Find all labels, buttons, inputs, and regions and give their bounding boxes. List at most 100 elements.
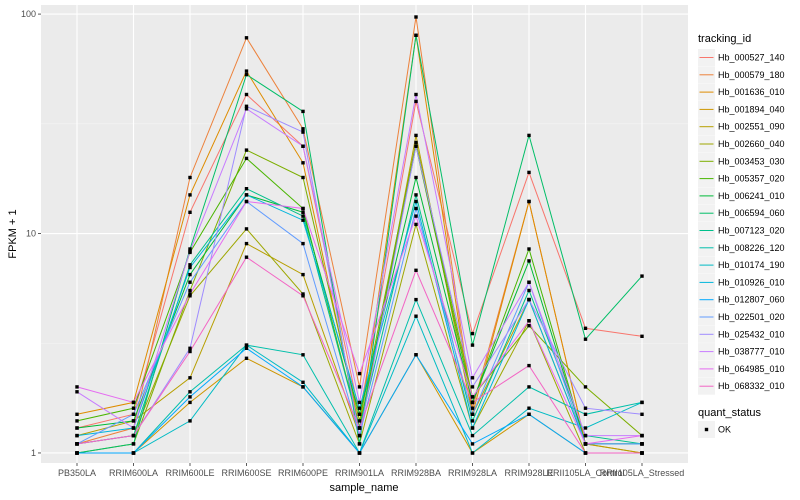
y-tick-label: 100 [21,9,36,19]
data-point [640,400,644,405]
data-point [301,385,305,389]
data-point [640,334,644,338]
data-point [244,36,249,40]
legend-label: Hb_002551_090 [718,122,785,132]
data-point [527,247,531,251]
legend-label: Hb_064985_010 [718,364,785,374]
data-point [301,175,305,180]
legend-label: Hb_007123_020 [718,226,785,236]
legend: tracking_id Hb_000527_140Hb_000579_180Hb… [698,33,785,438]
data-point [527,406,531,410]
legend-label: Hb_001894_040 [718,104,785,114]
data-point [470,419,475,423]
data-point [131,426,136,430]
data-point [414,199,418,204]
data-point [301,272,305,277]
data-point [527,297,531,302]
x-tick-label: RRIM600LE [165,468,214,478]
data-point [188,272,192,277]
data-point [357,419,362,423]
data-point [301,380,305,384]
data-point [75,426,79,430]
legend-label: Hb_005357_020 [718,174,785,184]
data-point [301,109,305,114]
data-point [414,297,418,302]
data-point [470,331,475,336]
x-tick-label: RRIM600LA [109,468,158,478]
legend-label: Hb_010174_190 [718,260,785,270]
legend-label: Hb_010926_010 [718,277,785,287]
data-point [301,161,305,165]
data-point [131,400,136,405]
data-point [301,292,305,296]
data-point [301,210,305,214]
data-point [470,400,475,405]
legend-item: Hb_064985_010 [698,360,785,378]
data-point [357,371,362,376]
data-point [244,343,249,347]
legend-item: Hb_001894_040 [698,100,785,118]
legend-label: Hb_003453_030 [718,156,785,166]
data-point [244,107,249,111]
data-point [640,451,644,455]
data-point [188,349,192,354]
data-point [414,92,418,97]
data-point [75,412,79,416]
data-point [527,412,531,416]
x-axis-title: sample_name [329,482,398,494]
data-point [75,419,79,423]
data-point [188,346,192,350]
data-point [357,385,362,389]
legend-item: Hb_007123_020 [698,222,785,239]
legend-item: Hb_022501_020 [698,308,785,326]
data-point [75,442,79,446]
data-point [188,249,192,253]
data-point [244,241,249,246]
legend-label: Hb_006241_010 [718,191,785,201]
data-point [640,274,644,278]
y-tick-label: 1 [31,448,36,458]
data-point [244,92,249,97]
data-point [414,353,418,357]
legend-item: Hb_038777_010 [698,343,785,361]
y-axis-title: FPKM + 1 [7,209,19,258]
data-point [244,199,249,204]
data-point [244,193,249,197]
data-point [414,99,418,104]
data-point [583,326,588,330]
data-point [583,426,588,430]
data-point [301,130,305,134]
data-point [301,353,305,357]
legend-item: Hb_003453_030 [698,152,785,170]
x-tick-label: RRIM928LA [448,468,497,478]
status-legend-label: OK [718,425,731,435]
legend-item: Hb_002551_090 [698,118,785,136]
data-point [470,451,475,455]
data-point [414,206,418,211]
data-point [414,222,418,227]
data-point [188,395,192,399]
data-point [414,140,418,145]
data-point [131,442,136,446]
x-tick-label: RRII105LA_Stressed [600,468,685,478]
data-point [470,395,475,399]
data-point [470,426,475,430]
data-point [244,255,249,259]
legend-label: Hb_012807_060 [718,295,785,305]
data-point [527,385,531,389]
data-point [527,288,531,293]
legend-item: Hb_010926_010 [698,273,785,291]
data-point [75,385,79,389]
data-point [470,442,475,446]
data-point [414,268,418,272]
data-point [188,175,192,180]
data-point [244,356,249,360]
data-point [301,206,305,211]
data-point [583,385,588,389]
x-tick-label: RRIM600SE [221,468,271,478]
data-point [131,419,136,423]
x-tick-label: RRII105LA_Control [546,468,624,478]
data-point [75,433,79,438]
data-point [301,144,305,148]
